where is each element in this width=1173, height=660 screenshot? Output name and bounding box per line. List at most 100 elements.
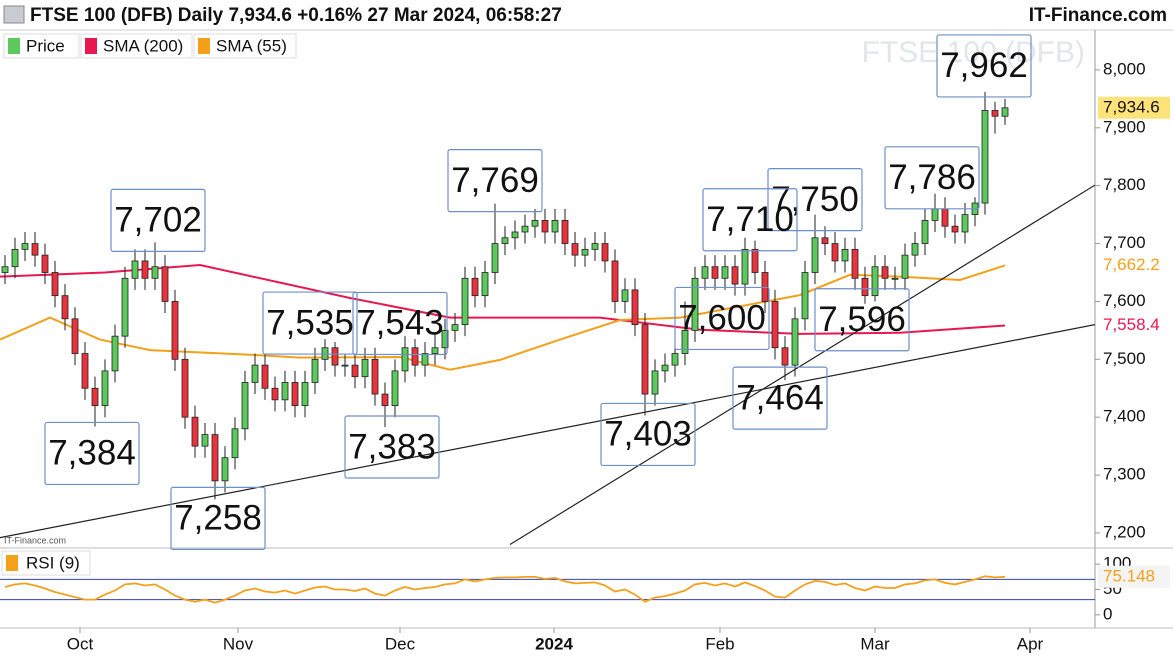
- annotation-box: [936, 34, 1032, 98]
- legend-label: SMA (55): [216, 36, 287, 55]
- candle-body: [51, 272, 59, 297]
- logo: [3, 5, 25, 24]
- x-tick-label: 2024: [535, 634, 573, 653]
- candle-body: [701, 266, 709, 279]
- value-tag-label: 7,934.6: [1103, 97, 1160, 116]
- value-tag: [1098, 254, 1170, 277]
- candle-body: [251, 364, 259, 383]
- annotation-label: 7,702: [114, 201, 202, 240]
- annotation-box: [674, 286, 770, 351]
- candle-body: [541, 220, 549, 233]
- x-tick-label: Dec: [385, 634, 416, 653]
- candle-body: [361, 358, 369, 378]
- y-tick-label: 7,900: [1103, 117, 1146, 136]
- candle-body: [751, 248, 759, 273]
- x-tick-label: Mar: [860, 634, 890, 653]
- annotation-box: [447, 149, 543, 213]
- x-tick-label: Feb: [705, 634, 734, 653]
- candle-body: [181, 358, 189, 418]
- candle-body: [941, 208, 949, 227]
- annotation-label: 7,750: [771, 180, 859, 219]
- candle-body: [41, 254, 49, 273]
- source: IT-Finance.com: [1029, 5, 1167, 26]
- candle-body: [491, 243, 499, 273]
- candle-body: [71, 318, 79, 354]
- candle-body: [861, 277, 869, 297]
- candle-body: [781, 347, 789, 366]
- candle-body: [11, 248, 19, 268]
- candle-body: [21, 243, 29, 250]
- watermark: FTSE 100 (DFB): [862, 36, 1085, 69]
- candle-body: [411, 347, 419, 366]
- overlay: Price SMA (200) SMA (55) 7,200 7,300 7,400 7,5…: [1, 33, 1170, 653]
- annotation-label: 7,962: [940, 46, 1028, 85]
- y-tick-label: 7,500: [1103, 349, 1146, 368]
- candle-body: [481, 272, 489, 297]
- candle-body: [561, 220, 569, 244]
- annotation-label: 7,535: [266, 303, 354, 342]
- candle-body: [91, 387, 99, 407]
- candle-body: [601, 243, 609, 262]
- candle-body: [871, 266, 879, 297]
- candle-body: [1, 266, 9, 273]
- candle-body: [951, 225, 959, 233]
- candle-body: [211, 434, 219, 482]
- y-tick-label: 7,200: [1103, 522, 1146, 541]
- rsi-line: [4, 575, 1006, 604]
- candle-body: [591, 243, 599, 250]
- value-tag-label: 7,662.2: [1103, 255, 1160, 274]
- candle-body: [771, 301, 779, 349]
- value-tag: [1098, 96, 1170, 119]
- annotation-box: [262, 291, 358, 355]
- candle-body: [791, 318, 799, 366]
- annotation-box: [344, 415, 440, 479]
- candle-body: [121, 277, 129, 337]
- candle-body: [261, 364, 269, 389]
- rsi-swatch: [6, 555, 18, 571]
- annotation-box: [600, 402, 696, 467]
- candle-body: [721, 266, 729, 279]
- y-tick-label: 7,800: [1103, 175, 1146, 194]
- candle-body: [221, 457, 229, 482]
- candle-body: [631, 289, 639, 325]
- legend-box: [80, 33, 193, 59]
- legend-label: SMA (200): [103, 36, 183, 55]
- candle-body: [391, 370, 399, 407]
- annotation-label: 7,786: [888, 158, 976, 197]
- legend-swatch: [198, 38, 210, 54]
- candle-body: [711, 266, 719, 279]
- candle-body: [671, 353, 679, 366]
- chart-title: FTSE 100 (DFB) Daily 7,934.6 +0.16% 27 M…: [30, 5, 562, 26]
- candle-body: [651, 370, 659, 395]
- annotation-box: [702, 188, 798, 252]
- annotation-label: 7,258: [174, 499, 262, 538]
- candle-body: [311, 358, 319, 383]
- candle-body: [911, 243, 919, 256]
- candle-body: [821, 237, 829, 244]
- x-tick-label: Nov: [223, 634, 254, 653]
- candle-body: [231, 428, 239, 459]
- plot: [0, 91, 1095, 546]
- annotation-box: [170, 486, 266, 550]
- annotation-label: 7,383: [348, 427, 436, 466]
- candle-body: [451, 324, 459, 331]
- trendline: [0, 324, 1095, 539]
- annotation-label: 7,384: [48, 434, 136, 473]
- annotation-box: [44, 421, 140, 486]
- candle-body: [81, 353, 89, 389]
- candle-body: [341, 364, 349, 367]
- y-tick-label: 7,700: [1103, 233, 1146, 252]
- candle-body: [471, 277, 479, 297]
- value-tag-label: 75.148: [1103, 566, 1155, 585]
- candle-body: [151, 266, 159, 279]
- candle-body: [981, 110, 989, 204]
- legend-swatch: [85, 38, 97, 54]
- value-tag-label: 7,558.4: [1103, 315, 1160, 334]
- candle-body: [131, 260, 139, 279]
- y-tick-label: 7,600: [1103, 291, 1146, 310]
- candle-body: [501, 237, 509, 244]
- annotation-label: 7,543: [356, 304, 444, 343]
- annotation-label: 7,769: [451, 161, 539, 200]
- annotation-label: 7,600: [678, 299, 766, 338]
- annotation-label: 7,464: [736, 378, 824, 417]
